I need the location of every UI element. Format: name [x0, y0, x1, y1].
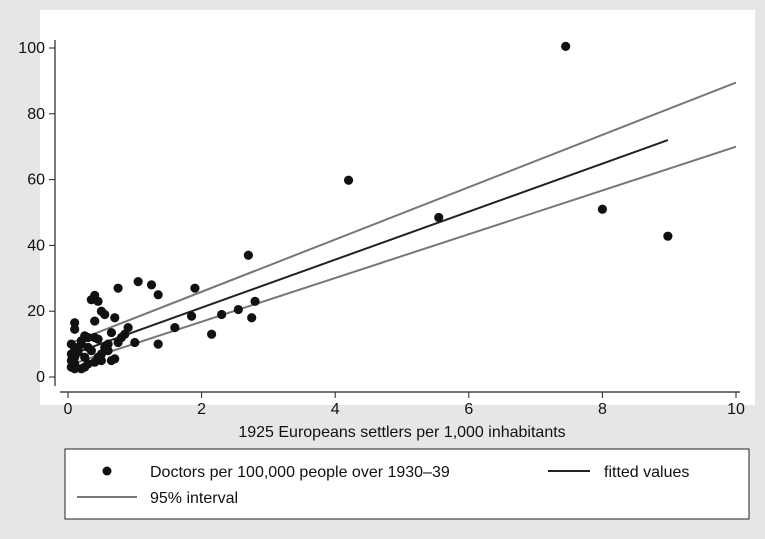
y-tick-label: 40 [27, 237, 45, 254]
data-point [110, 354, 120, 364]
x-tick-label: 10 [727, 401, 745, 418]
legend-marker-doctors [102, 466, 112, 476]
data-point [93, 296, 103, 306]
data-point [217, 309, 227, 320]
y-tick-label: 60 [27, 172, 45, 189]
data-point [120, 329, 130, 339]
x-tick-label: 4 [331, 401, 340, 418]
data-point [343, 175, 354, 185]
scatter-points-group [66, 41, 673, 374]
data-point [90, 316, 100, 326]
data-point [233, 304, 243, 315]
legend-label-doctors: Doctors per 100,000 people over 1930–39 [150, 464, 450, 481]
x-tick-label: 6 [464, 401, 473, 418]
data-point [100, 309, 110, 320]
data-point [73, 347, 83, 357]
data-point [207, 329, 217, 339]
data-point [96, 355, 106, 366]
data-point [90, 332, 100, 343]
data-point [70, 364, 80, 374]
data-point [130, 337, 140, 348]
fitted-values-line [67, 139, 669, 357]
fitted-line-group [67, 139, 669, 357]
legend: Doctors per 100,000 people over 1930–39 … [64, 448, 750, 520]
interval-upper-line [67, 81, 737, 346]
data-point [186, 311, 197, 321]
data-point [103, 346, 113, 356]
data-point [153, 290, 163, 300]
x-axis-title: 1925 Europeans settlers per 1,000 inhabi… [238, 424, 565, 441]
data-point [106, 327, 117, 338]
data-point [83, 342, 93, 352]
data-point [663, 231, 673, 241]
data-point [146, 280, 157, 290]
axes-group: 0 20 40 60 80 100 0 2 4 6 8 10 [18, 40, 745, 418]
data-point [597, 204, 608, 214]
data-point [113, 337, 123, 348]
data-point [170, 323, 180, 333]
data-point [113, 283, 123, 293]
interval-lines-group [67, 81, 737, 367]
data-point [153, 339, 163, 349]
data-point [70, 318, 80, 328]
data-point [190, 283, 200, 293]
y-tick-label: 80 [27, 106, 45, 123]
data-point [70, 324, 80, 334]
data-point [80, 331, 90, 341]
plot-area [40, 10, 755, 405]
y-tick-label: 20 [27, 303, 45, 320]
data-point [250, 296, 260, 306]
legend-label-fitted: fitted values [604, 464, 689, 481]
data-point [434, 212, 444, 223]
data-point [247, 313, 257, 323]
data-point [243, 250, 253, 260]
x-tick-label: 2 [197, 401, 206, 418]
data-point [133, 276, 143, 287]
data-point [103, 339, 113, 349]
data-point [110, 313, 120, 323]
interval-lower-line [67, 145, 737, 367]
data-point [80, 352, 90, 362]
legend-label-interval: 95% interval [150, 490, 238, 507]
data-point [561, 41, 571, 51]
y-tick-label: 100 [18, 40, 45, 57]
y-tick-label: 0 [36, 369, 45, 386]
legend-box [64, 448, 750, 520]
x-tick-label: 8 [598, 401, 607, 418]
x-tick-label: 0 [64, 401, 73, 418]
